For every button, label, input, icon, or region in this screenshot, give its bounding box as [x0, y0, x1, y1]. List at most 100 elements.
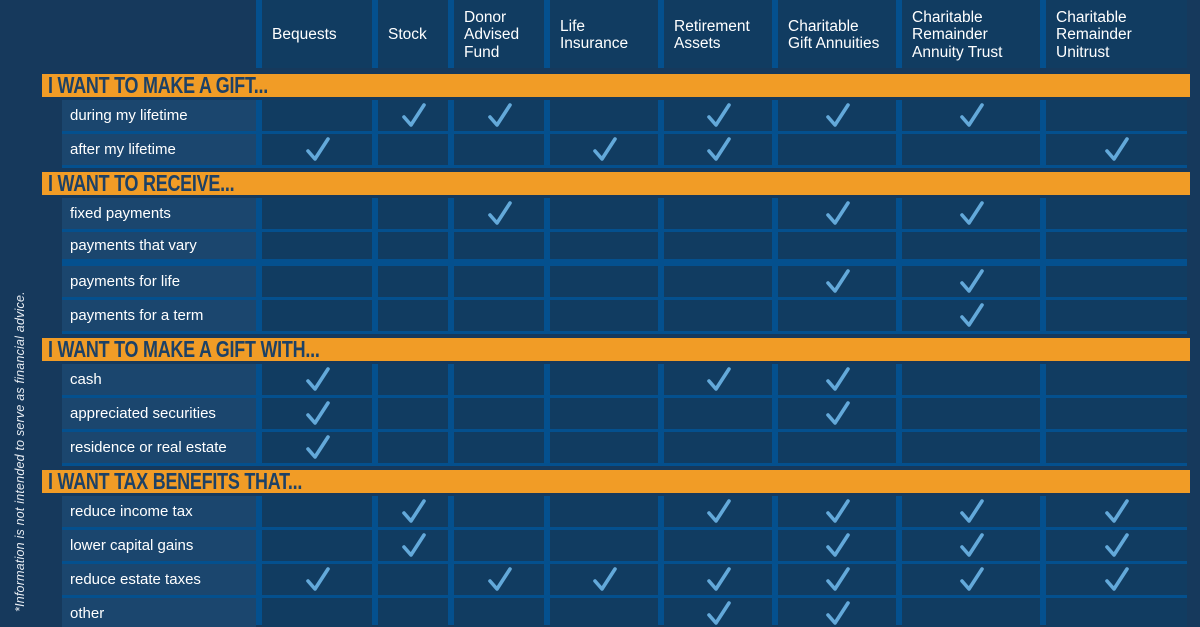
cell-payments-for-a-term-stock [378, 300, 448, 331]
checkmark-icon [1105, 533, 1129, 557]
column-header-row: Bequests Stock Donor Advised Fund Life Insu… [62, 0, 1187, 68]
cell-lower-capital-gains-charitable-remainder-annuity-trust [902, 530, 1040, 561]
cell-after-my-lifetime-charitable-remainder-unitrust [1046, 134, 1187, 165]
column-header-label: Charitable Remainder Unitrust [1056, 8, 1132, 61]
checkmark-icon [401, 499, 426, 523]
cell-appreciated-securities-charitable-remainder-annuity-trust [902, 398, 1040, 429]
row-label-text: during my lifetime [70, 107, 188, 124]
cell-lower-capital-gains-retirement-assets [664, 530, 772, 561]
cell-payments-for-a-term-charitable-remainder-annuity-trust [902, 300, 1040, 331]
cell-reduce-estate-taxes-charitable-gift-annuities [778, 564, 896, 595]
cell-lower-capital-gains-stock [378, 530, 448, 561]
cell-payments-for-a-term-retirement-assets [664, 300, 772, 331]
cell-lower-capital-gains-charitable-remainder-unitrust [1046, 530, 1187, 561]
cell-after-my-lifetime-donor-advised-fund [454, 134, 544, 165]
cell-reduce-income-tax-retirement-assets [664, 496, 772, 527]
checkmark-icon [706, 103, 731, 127]
cell-appreciated-securities-life-insurance [550, 398, 658, 429]
cell-other-charitable-remainder-annuity-trust [902, 598, 1040, 627]
cell-payments-for-life-stock [378, 266, 448, 297]
cell-residence-or-real-estate-charitable-remainder-annuity-trust [902, 432, 1040, 463]
cell-reduce-income-tax-stock [378, 496, 448, 527]
checkmark-icon [401, 533, 426, 557]
column-header-label: Donor Advised Fund [464, 8, 520, 61]
column-header-charitable-remainder-annuity-trust: Charitable Remainder Annuity Trust [902, 0, 1040, 68]
checkmark-icon [1105, 499, 1129, 523]
row-label-text: lower capital gains [70, 537, 194, 554]
column-header-retirement-assets: Retirement Assets [664, 0, 772, 68]
row-label-text: fixed payments [70, 205, 171, 222]
checkmark-icon [825, 269, 850, 293]
checkmark-icon [706, 601, 731, 625]
cell-fixed-payments-stock [378, 198, 448, 229]
table-row-after-my-lifetime: after my lifetime [62, 134, 1187, 165]
cell-reduce-income-tax-bequests [262, 496, 372, 527]
checkmark-icon [1105, 567, 1129, 591]
column-header-charitable-remainder-unitrust: Charitable Remainder Unitrust [1046, 0, 1187, 68]
cell-payments-for-life-charitable-remainder-unitrust [1046, 266, 1187, 297]
row-label-after-my-lifetime: after my lifetime [62, 134, 256, 165]
cell-cash-donor-advised-fund [454, 364, 544, 395]
cell-reduce-income-tax-charitable-gift-annuities [778, 496, 896, 527]
section-rows-i-want-to-make-a-gift: during my lifetime after my lifetime [62, 100, 1187, 168]
column-header-label: Charitable Remainder Annuity Trust [912, 8, 1003, 61]
cell-lower-capital-gains-bequests [262, 530, 372, 561]
section-header-i-want-to-make-a-gift: I WANT TO MAKE A GIFT... [42, 72, 1190, 98]
table-body: I WANT TO MAKE A GIFT... during my lifeti… [42, 72, 1190, 627]
cell-during-my-lifetime-charitable-remainder-annuity-trust [902, 100, 1040, 131]
cell-during-my-lifetime-bequests [262, 100, 372, 131]
cell-payments-for-life-life-insurance [550, 266, 658, 297]
cell-other-stock [378, 598, 448, 627]
cell-reduce-estate-taxes-life-insurance [550, 564, 658, 595]
cell-during-my-lifetime-stock [378, 100, 448, 131]
cell-appreciated-securities-charitable-gift-annuities [778, 398, 896, 429]
column-header-life-insurance: Life Insurance [550, 0, 658, 68]
cell-residence-or-real-estate-life-insurance [550, 432, 658, 463]
cell-payments-for-life-charitable-gift-annuities [778, 266, 896, 297]
cell-residence-or-real-estate-bequests [262, 432, 372, 463]
row-label-text: after my lifetime [70, 141, 176, 158]
cell-cash-life-insurance [550, 364, 658, 395]
cell-during-my-lifetime-charitable-remainder-unitrust [1046, 100, 1187, 131]
cell-lower-capital-gains-life-insurance [550, 530, 658, 561]
row-label-text: appreciated securities [70, 405, 216, 422]
cell-other-retirement-assets [664, 598, 772, 627]
checkmark-icon [959, 201, 984, 225]
checkmark-icon [706, 137, 731, 161]
cell-payments-for-life-bequests [262, 266, 372, 297]
checkmark-icon [706, 499, 731, 523]
cell-payments-for-life-charitable-remainder-annuity-trust [902, 266, 1040, 297]
cell-fixed-payments-bequests [262, 198, 372, 229]
row-label-text: residence or real estate [70, 439, 227, 456]
section-title: I WANT TAX BENEFITS THAT... [48, 468, 303, 494]
cell-reduce-income-tax-charitable-remainder-unitrust [1046, 496, 1187, 527]
cell-after-my-lifetime-stock [378, 134, 448, 165]
row-label-cash: cash [62, 364, 256, 395]
cell-during-my-lifetime-charitable-gift-annuities [778, 100, 896, 131]
table-row-cash: cash [62, 364, 1187, 395]
table-row-during-my-lifetime: during my lifetime [62, 100, 1187, 131]
cell-payments-that-vary-donor-advised-fund [454, 232, 544, 259]
checkmark-icon [825, 401, 850, 425]
checkmark-icon [487, 103, 512, 127]
cell-reduce-income-tax-life-insurance [550, 496, 658, 527]
section-title: I WANT TO MAKE A GIFT... [48, 72, 268, 98]
table-row-residence-or-real-estate: residence or real estate [62, 432, 1187, 463]
table-row-payments-for-a-term: payments for a term [62, 300, 1187, 331]
row-label-fixed-payments: fixed payments [62, 198, 256, 229]
cell-payments-for-a-term-charitable-gift-annuities [778, 300, 896, 331]
row-label-text: payments for life [70, 273, 181, 290]
cell-lower-capital-gains-donor-advised-fund [454, 530, 544, 561]
checkmark-icon [959, 303, 984, 327]
row-label-lower-capital-gains: lower capital gains [62, 530, 256, 561]
checkmark-icon [825, 201, 850, 225]
column-header-label: Charitable Gift Annuities [788, 17, 880, 53]
cell-after-my-lifetime-life-insurance [550, 134, 658, 165]
table-row-lower-capital-gains: lower capital gains [62, 530, 1187, 561]
checkmark-icon [825, 533, 850, 557]
row-label-payments-for-a-term: payments for a term [62, 300, 256, 331]
column-header-label: Retirement Assets [674, 17, 750, 53]
cell-cash-charitable-gift-annuities [778, 364, 896, 395]
cell-fixed-payments-life-insurance [550, 198, 658, 229]
row-label-other: other [62, 598, 256, 627]
